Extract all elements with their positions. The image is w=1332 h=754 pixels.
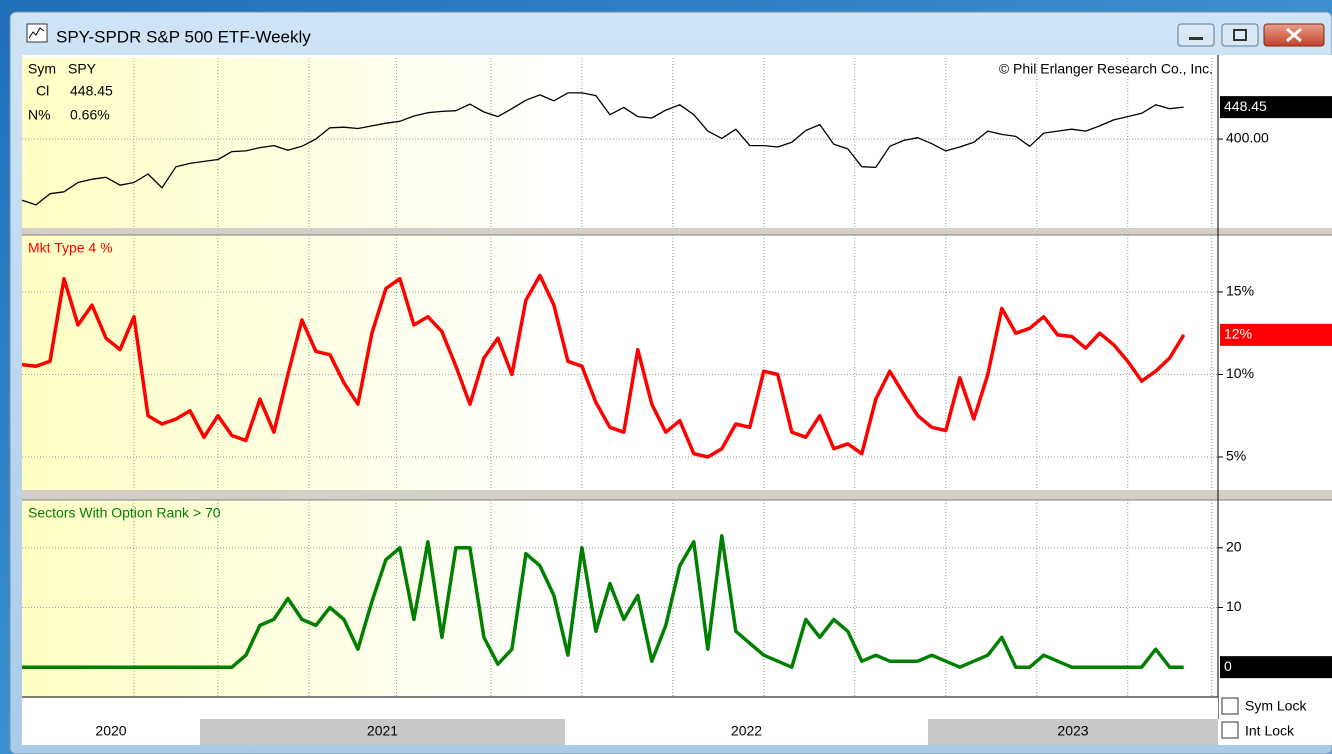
panel-background	[22, 235, 1218, 490]
year-band	[565, 719, 928, 745]
panel-separator	[22, 490, 1332, 500]
copyright: © Phil Erlanger Research Co., Inc.	[999, 61, 1213, 77]
panel-title: Sectors With Option Rank > 70	[28, 505, 221, 521]
close-value: 448.45	[70, 83, 113, 99]
year-label: 2022	[731, 723, 762, 739]
close-label: Cl	[36, 83, 49, 99]
data-line	[21, 92, 1184, 206]
minimize-button[interactable]	[1177, 23, 1215, 47]
year-band	[200, 719, 565, 745]
minimize-glyph	[1189, 37, 1203, 40]
sym-lock-label[interactable]: Sym Lock	[1245, 698, 1307, 714]
data-line	[22, 534, 1184, 669]
window-title: SPY-SPDR S&P 500 ETF-Weekly	[56, 27, 311, 46]
int-lock-checkbox[interactable]	[1221, 721, 1239, 739]
year-label: 2023	[1057, 723, 1088, 739]
year-label: 2020	[95, 723, 126, 739]
y-tick-label: 10%	[1226, 365, 1254, 381]
maximize-button[interactable]	[1221, 23, 1259, 47]
y-tick-label: 400.00	[1226, 130, 1269, 146]
maximize-glyph	[1233, 29, 1247, 41]
panel-title: Mkt Type 4 %	[28, 240, 113, 256]
panel-separator	[22, 228, 1332, 235]
panel-background	[22, 500, 1218, 697]
last-value-box	[1220, 323, 1332, 346]
sym-value: SPY	[68, 61, 97, 77]
sym-lock-checkbox[interactable]	[1221, 697, 1239, 715]
y-tick-label: 15%	[1226, 283, 1254, 299]
sym-label: Sym	[28, 61, 56, 77]
last-value-box	[1220, 96, 1332, 119]
change-value: 0.66%	[70, 107, 110, 123]
last-value-label: 448.45	[1224, 98, 1267, 114]
panel-background	[22, 58, 1218, 228]
data-line	[21, 273, 1186, 459]
app-icon-glyph	[28, 27, 45, 39]
year-label: 2021	[367, 723, 398, 739]
y-tick-label: 10	[1226, 598, 1242, 614]
last-value-label: 12%	[1224, 326, 1252, 342]
int-lock-label[interactable]: Int Lock	[1245, 723, 1295, 739]
close-glyph	[1286, 27, 1302, 43]
year-band	[22, 719, 200, 745]
y-tick-label: 5%	[1226, 448, 1246, 464]
plots: 2020 2021 2022 2023 400.00 448.45 5% 10% 15% Mkt …	[21, 58, 1332, 745]
month-row	[22, 697, 1218, 719]
last-value-label: 0	[1224, 658, 1232, 674]
last-value-box	[1220, 656, 1332, 679]
change-label: N%	[28, 107, 51, 123]
y-tick-label: 20	[1226, 538, 1242, 554]
year-band	[928, 719, 1218, 745]
